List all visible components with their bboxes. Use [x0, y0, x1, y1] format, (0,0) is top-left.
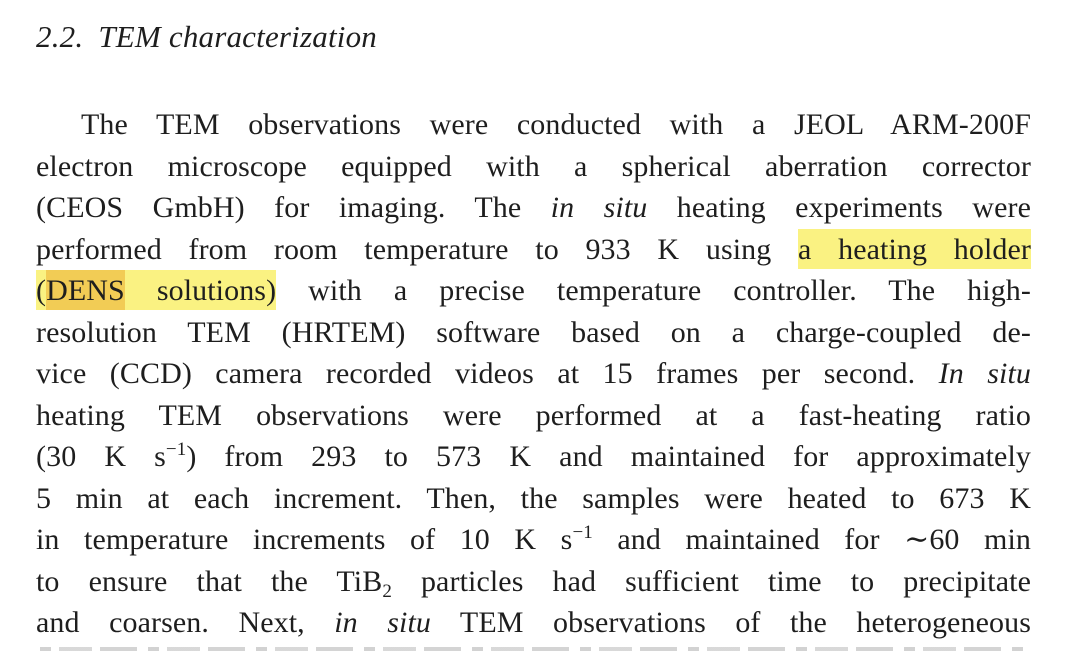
text-segment: electron microscope equipped with a sphe… [36, 149, 1031, 183]
text-segment: TEM observations of the heterogeneous [431, 606, 1031, 639]
paragraph: The TEM observations were conducted with… [36, 104, 1031, 644]
text-segment: with a precise temperature controller. T… [276, 274, 1031, 307]
section-title: TEM characterization [98, 19, 377, 54]
text-segment: (CEOS GmbH) for imaging. The [36, 191, 551, 224]
text-segment: and maintained for ∼60 min [592, 523, 1032, 556]
highlighted-text: solutions) [124, 270, 277, 310]
text-segment: in situ [550, 191, 648, 224]
text-segment: −1 [165, 439, 187, 460]
text-segment: The TEM observations were conducted with… [81, 108, 1031, 141]
text-line: in temperature increments of 10 K s−1 an… [36, 519, 1031, 561]
text-segment: and coarsen. Next, [36, 606, 335, 639]
text-line: (DENS solutions) with a precise temperat… [36, 270, 1031, 312]
text-segment: vice (CCD) camera recorded videos at 15 … [36, 357, 939, 390]
highlighted-text: DENS [46, 270, 125, 310]
text-line: performed from room temperature to 933 K… [36, 228, 1031, 271]
text-segment: particles had sufficient time to precipi… [391, 564, 1031, 598]
text-segment: in situ [334, 606, 431, 639]
text-line: 5 min at each increment. Then, the sampl… [36, 478, 1031, 520]
text-segment: heating TEM observations were performed … [36, 398, 1031, 432]
text-segment: 5 min at each increment. Then, the sampl… [36, 481, 1031, 515]
text-segment: heating experiments were [647, 191, 1031, 224]
text-line: to ensure that the TiB2 particles had su… [36, 561, 1031, 603]
text-segment: (30 K s [36, 440, 166, 473]
section-heading: 2.2. TEM characterization [36, 19, 377, 55]
text-line: (CEOS GmbH) for imaging. The in situ hea… [36, 187, 1031, 229]
clipped-next-line [40, 647, 1025, 651]
text-line: electron microscope equipped with a sphe… [36, 146, 1031, 188]
text-line: and coarsen. Next, in situ TEM observati… [36, 602, 1031, 644]
text-line: (30 K s−1) from 293 to 573 K and maintai… [36, 436, 1031, 478]
text-segment: 2 [382, 580, 392, 602]
text-line: resolution TEM (HRTEM) software based on… [36, 312, 1031, 354]
section-number: 2.2. [36, 19, 84, 54]
text-segment: to ensure that the TiB [36, 564, 383, 598]
highlighted-text: a heating holder [798, 228, 1031, 269]
text-segment: performed from room temperature to 933 K… [36, 232, 799, 266]
text-segment: in temperature increments of 10 K s [36, 523, 573, 556]
text-segment: −1 [572, 522, 593, 543]
highlighted-text: ( [36, 270, 47, 310]
text-line: heating TEM observations were performed … [36, 395, 1031, 437]
text-line: vice (CCD) camera recorded videos at 15 … [36, 353, 1031, 395]
text-segment: ) from 293 to 573 K and maintained for a… [186, 440, 1031, 473]
text-line: The TEM observations were conducted with… [36, 104, 1031, 146]
text-segment: In situ [938, 357, 1031, 390]
text-segment: resolution TEM (HRTEM) software based on… [36, 315, 1031, 349]
